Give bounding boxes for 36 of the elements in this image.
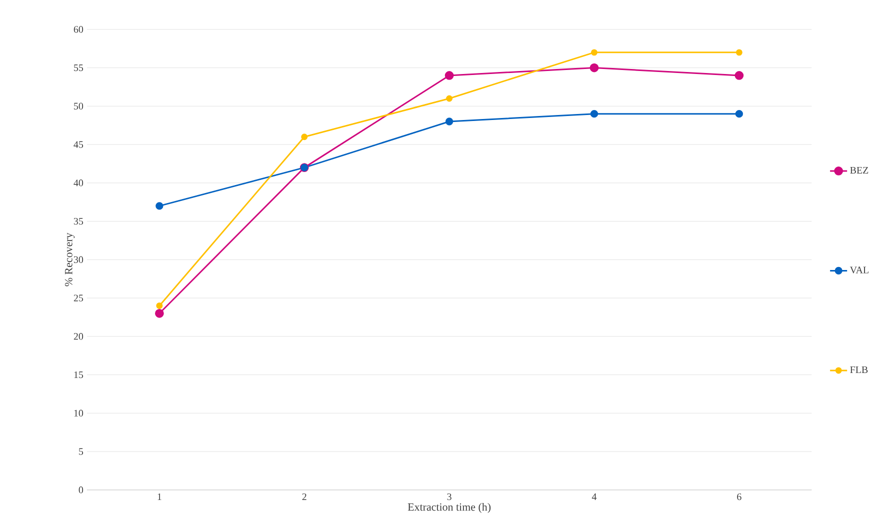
legend-label: BEZ — [850, 166, 868, 174]
point — [156, 302, 163, 309]
point — [735, 110, 744, 118]
y-tick-label: 30 — [74, 256, 84, 263]
point — [444, 70, 454, 80]
point — [590, 63, 599, 72]
y-tick-label: 0 — [78, 486, 84, 494]
x-tick-label: 4 — [592, 493, 597, 500]
point — [446, 95, 453, 102]
y-tick-label: 40 — [74, 179, 84, 186]
legend-label: FLB — [850, 366, 868, 373]
point — [301, 133, 308, 140]
x-tick-label: 1 — [158, 493, 162, 500]
point — [736, 49, 742, 56]
point — [590, 49, 598, 56]
x-axis-title: Extraction time (h) — [408, 502, 491, 513]
y-tick-label: 60 — [74, 26, 84, 33]
y-axis-title: % Recovery — [64, 232, 75, 286]
y-tick-label: 45 — [74, 141, 84, 148]
y-tick-label: 10 — [74, 410, 84, 416]
y-tick-label: 15 — [74, 371, 84, 378]
point — [734, 70, 744, 80]
point — [445, 118, 454, 126]
x-tick-label: 3 — [447, 493, 452, 500]
point — [156, 202, 164, 210]
y-tick-label: 5 — [79, 448, 84, 455]
x-tick-label: 6 — [737, 493, 742, 500]
x-tick-label: 2 — [302, 493, 306, 500]
y-tick-label: 50 — [74, 102, 84, 110]
point — [154, 308, 164, 318]
y-tick-label: 55 — [74, 64, 84, 71]
y-tick-label: 35 — [74, 218, 84, 224]
point — [590, 110, 598, 118]
legend-label: VAL — [850, 266, 868, 274]
y-tick-label: 20 — [74, 332, 84, 340]
y-tick-label: 25 — [74, 294, 84, 302]
